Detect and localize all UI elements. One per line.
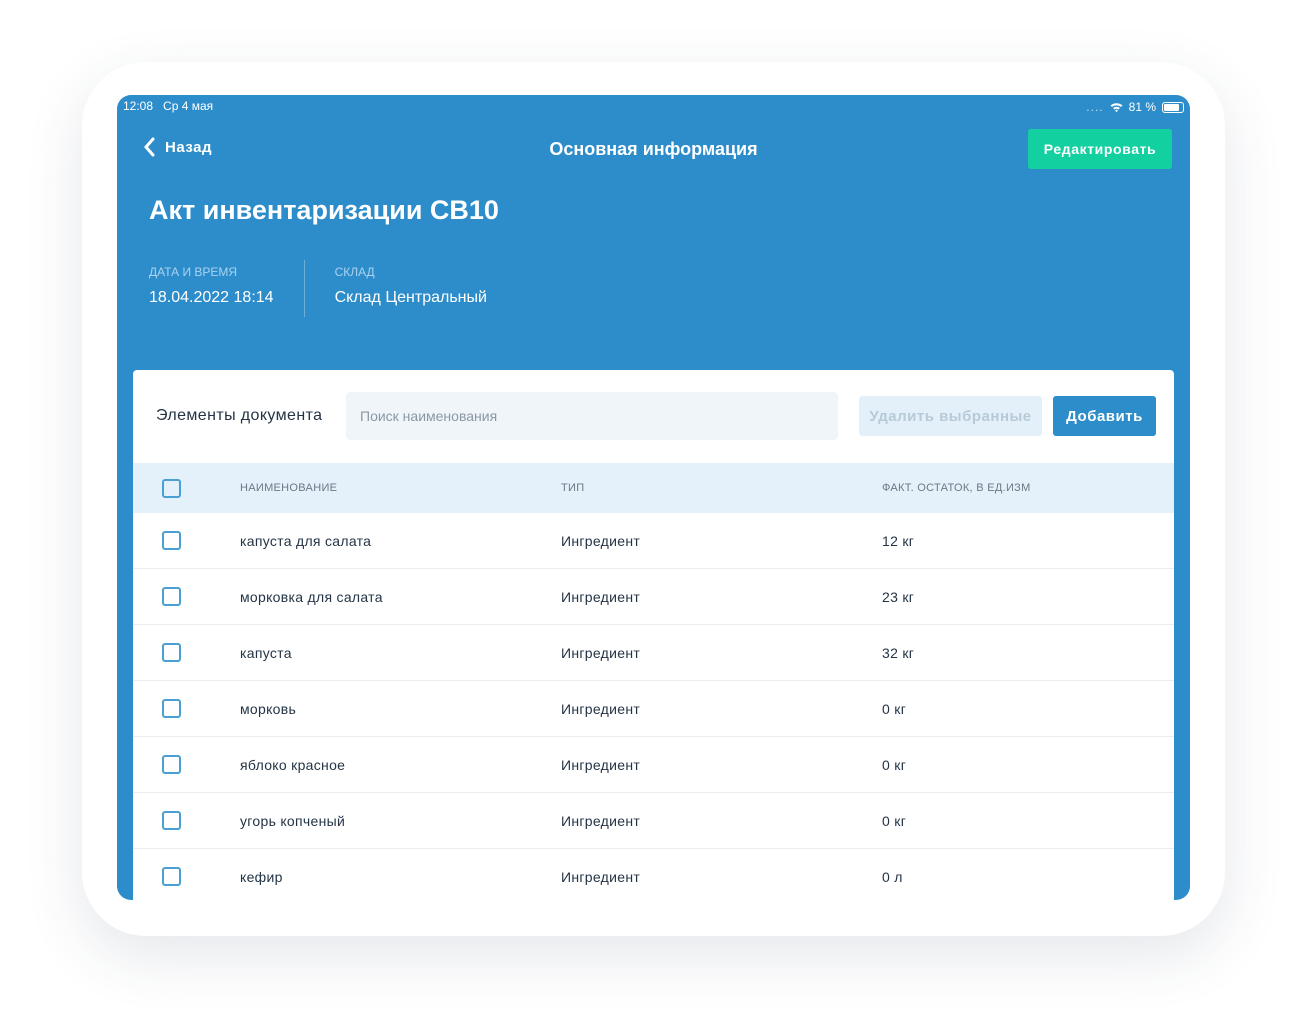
table-row[interactable]: морковка для салата Ингредиент 23 кг (133, 569, 1174, 625)
back-button[interactable]: Назад (143, 137, 212, 157)
column-header-name: Наименование (240, 482, 338, 494)
row-checkbox[interactable] (162, 699, 181, 718)
search-input[interactable] (346, 392, 838, 440)
screen: 12:08 Ср 4 мая .... 81 % Назад Основная … (117, 95, 1190, 900)
item-qty: 0 кг (882, 812, 907, 829)
item-type: Ингредиент (561, 812, 641, 829)
page-title: Акт инвентаризации СВ10 (149, 195, 499, 225)
signal-icon: .... (1086, 100, 1104, 114)
item-name: яблоко красное (240, 756, 346, 773)
row-checkbox[interactable] (162, 587, 181, 606)
item-qty: 0 кг (882, 756, 907, 773)
table-row[interactable]: яблоко красное Ингредиент 0 кг (133, 737, 1174, 793)
row-checkbox[interactable] (162, 531, 181, 550)
column-header-type: Тип (561, 482, 585, 494)
item-type: Ингредиент (561, 700, 641, 717)
item-qty: 12 кг (882, 532, 915, 549)
table-row[interactable]: угорь копченый Ингредиент 0 кг (133, 793, 1174, 849)
item-qty: 23 кг (882, 588, 915, 605)
date-label: ДАТА И ВРЕМЯ (149, 265, 238, 279)
status-date: Ср 4 мая (163, 99, 214, 113)
warehouse-label: СКЛАД (334, 265, 375, 279)
warehouse-value: Склад Центральный (334, 289, 487, 306)
battery-icon (1162, 101, 1184, 113)
table-row[interactable]: морковь Ингредиент 0 кг (133, 681, 1174, 737)
document-meta: ДАТА И ВРЕМЯ 18.04.2022 18:14 СКЛАД Склад … (149, 260, 517, 317)
item-type: Ингредиент (561, 868, 641, 885)
table-row[interactable]: капуста Ингредиент 32 кг (133, 625, 1174, 681)
select-all-checkbox[interactable] (162, 478, 181, 498)
date-value: 18.04.2022 18:14 (149, 289, 274, 306)
items-card: Элементы документа Удалить выбранные Доб… (133, 370, 1174, 900)
item-type: Ингредиент (561, 588, 641, 605)
row-checkbox[interactable] (162, 755, 181, 774)
row-checkbox[interactable] (162, 643, 181, 662)
items-table: Наименование Тип Факт. остаток, в ед.изм… (133, 463, 1174, 900)
delete-selected-button[interactable]: Удалить выбранные (859, 396, 1042, 436)
item-type: Ингредиент (561, 756, 641, 773)
item-name: угорь копченый (240, 812, 346, 829)
items-title: Элементы документа (156, 407, 323, 424)
item-qty: 32 кг (882, 644, 915, 661)
back-label: Назад (165, 138, 212, 156)
item-name: морковь (240, 700, 297, 717)
item-type: Ингредиент (561, 532, 641, 549)
table-row[interactable]: капуста для салата Ингредиент 12 кг (133, 513, 1174, 569)
chevron-left-icon (144, 137, 155, 157)
column-header-qty: Факт. остаток, в ед.изм (882, 482, 1031, 494)
table-header: Наименование Тип Факт. остаток, в ед.изм (133, 463, 1174, 513)
item-qty: 0 л (882, 868, 903, 885)
wifi-icon (1110, 103, 1123, 112)
item-name: кефир (240, 868, 283, 885)
table-row[interactable]: кефир Ингредиент 0 л (133, 849, 1174, 900)
item-name: морковка для салата (240, 588, 383, 605)
battery-percent: 81 % (1128, 100, 1156, 114)
nav-title: Основная информация (549, 139, 758, 159)
add-button[interactable]: Добавить (1053, 396, 1156, 436)
item-type: Ингредиент (561, 644, 641, 661)
item-name: капуста (240, 644, 292, 661)
row-checkbox[interactable] (162, 867, 181, 886)
item-qty: 0 кг (882, 700, 907, 717)
item-name: капуста для салата (240, 532, 372, 549)
status-bar: 12:08 Ср 4 мая .... 81 % (123, 99, 1184, 115)
row-checkbox[interactable] (162, 811, 181, 830)
status-time: 12:08 (123, 99, 154, 113)
edit-button[interactable]: Редактировать (1028, 129, 1172, 169)
